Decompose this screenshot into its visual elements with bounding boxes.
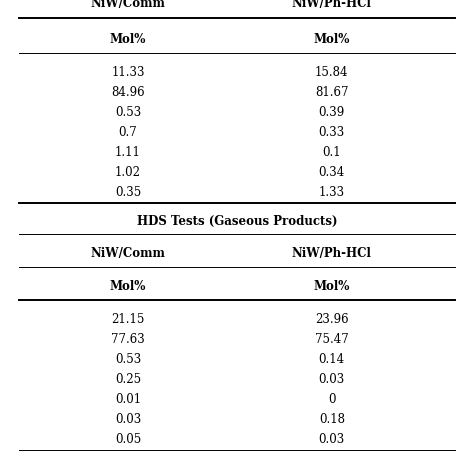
Text: NiW/Comm: NiW/Comm	[91, 247, 165, 260]
Text: 75.47: 75.47	[315, 333, 349, 346]
Text: 81.67: 81.67	[315, 86, 348, 99]
Text: 0.1: 0.1	[322, 146, 341, 159]
Text: 23.96: 23.96	[315, 313, 348, 326]
Text: 11.33: 11.33	[111, 66, 145, 79]
Text: Mol%: Mol%	[110, 280, 146, 293]
Text: 0.18: 0.18	[319, 413, 345, 426]
Text: 0.14: 0.14	[319, 353, 345, 366]
Text: 0.03: 0.03	[319, 373, 345, 386]
Text: HDS Tests (Gaseous Products): HDS Tests (Gaseous Products)	[137, 215, 337, 228]
Text: Mol%: Mol%	[110, 33, 146, 46]
Text: 1.33: 1.33	[319, 186, 345, 199]
Text: 0: 0	[328, 393, 336, 406]
Text: 0.03: 0.03	[319, 433, 345, 446]
Text: 0.05: 0.05	[115, 433, 141, 446]
Text: 0.25: 0.25	[115, 373, 141, 386]
Text: NiW/Ph-HCl: NiW/Ph-HCl	[292, 0, 372, 10]
Text: Mol%: Mol%	[314, 33, 350, 46]
Text: NiW/Comm: NiW/Comm	[91, 0, 165, 10]
Text: 1.11: 1.11	[115, 146, 141, 159]
Text: 0.35: 0.35	[115, 186, 141, 199]
Text: 0.39: 0.39	[319, 106, 345, 119]
Text: 21.15: 21.15	[111, 313, 145, 326]
Text: 15.84: 15.84	[315, 66, 348, 79]
Text: NiW/Ph-HCl: NiW/Ph-HCl	[292, 247, 372, 260]
Text: 0.53: 0.53	[115, 106, 141, 119]
Text: 0.7: 0.7	[118, 126, 137, 139]
Text: 0.53: 0.53	[115, 353, 141, 366]
Text: 0.01: 0.01	[115, 393, 141, 406]
Text: 0.03: 0.03	[115, 413, 141, 426]
Text: 0.34: 0.34	[319, 166, 345, 179]
Text: 1.02: 1.02	[115, 166, 141, 179]
Text: 84.96: 84.96	[111, 86, 145, 99]
Text: 77.63: 77.63	[111, 333, 145, 346]
Text: Mol%: Mol%	[314, 280, 350, 293]
Text: 0.33: 0.33	[319, 126, 345, 139]
